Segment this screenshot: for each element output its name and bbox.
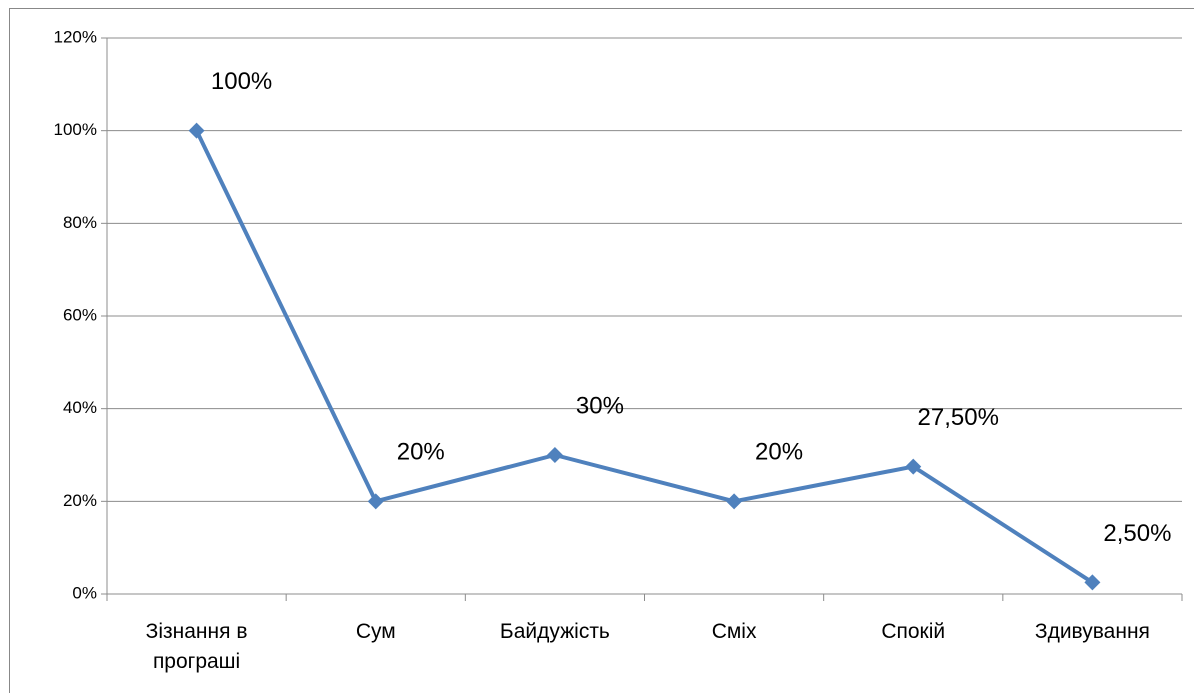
marker (1084, 574, 1101, 591)
y-tick-label: 80% (63, 213, 97, 232)
marker (726, 493, 743, 510)
x-tick-label: Сміх (711, 620, 757, 643)
x-tick-label: Байдужість (499, 620, 610, 643)
chart-border (9, 8, 1194, 693)
x-tick-label: Спокій (881, 620, 946, 643)
y-tick-label: 20% (63, 491, 97, 510)
y-tick-label: 60% (63, 305, 97, 324)
x-tick-label: Здивування (1034, 620, 1150, 643)
y-tick-label: 120% (54, 27, 97, 46)
data-label: 100% (211, 68, 272, 95)
x-tick-label: Зізнання в програші (145, 620, 248, 673)
marker (546, 447, 563, 463)
marker (367, 493, 384, 510)
data-label: 27,50% (918, 404, 999, 431)
data-label: 20% (397, 439, 445, 466)
y-tick-label: 0% (72, 583, 97, 602)
data-label: 20% (755, 439, 803, 466)
data-label: 2,50% (1103, 520, 1171, 547)
y-tick-label: 40% (63, 398, 97, 417)
line (194, 129, 1094, 585)
marker (905, 458, 922, 475)
data-label: 30% (576, 392, 624, 419)
marker (188, 122, 205, 139)
y-tick-label: 100% (54, 120, 97, 139)
x-tick-label: Сум (355, 620, 396, 643)
